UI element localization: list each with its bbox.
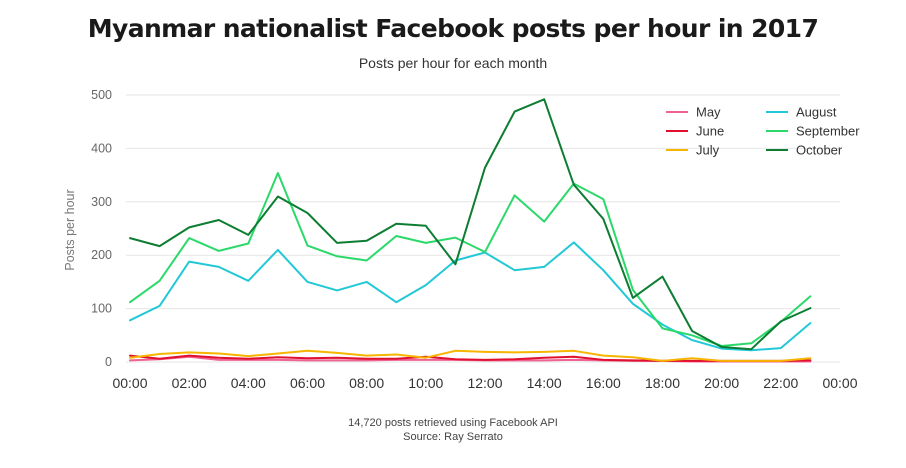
legend-label-july: July xyxy=(696,143,720,158)
x-tick-label-6: 12:00 xyxy=(467,375,502,391)
y-axis-label: Posts per hour xyxy=(63,189,77,270)
legend-label-june: June xyxy=(696,124,724,139)
y-tick-label-400: 400 xyxy=(91,141,112,155)
y-tick-label-0: 0 xyxy=(105,355,112,369)
series-lines xyxy=(129,98,812,363)
series-line-september xyxy=(129,172,812,347)
y-tick-label-300: 300 xyxy=(91,195,112,209)
x-tick-label-1: 02:00 xyxy=(172,375,207,391)
x-tick-label-5: 10:00 xyxy=(408,375,443,391)
legend-label-may: May xyxy=(696,105,721,120)
series-line-august xyxy=(129,241,812,352)
legend: May June July August September October xyxy=(666,105,860,158)
chart-footer: 14,720 posts retrieved using Facebook AP… xyxy=(0,416,906,444)
x-tick-label-0: 00:00 xyxy=(112,375,147,391)
x-tick-label-4: 08:00 xyxy=(349,375,384,391)
y-axis-ticks: 0 100 200 300 400 500 xyxy=(91,88,112,369)
x-tick-label-7: 14:00 xyxy=(527,375,562,391)
legend-label-october: October xyxy=(796,143,843,158)
series-line-july xyxy=(129,349,812,362)
x-axis-ticks: 00:00 02:00 04:00 06:00 08:00 10:00 12:00 14:00… xyxy=(112,375,857,391)
x-tick-label-11: 22:00 xyxy=(763,375,798,391)
footer-note: 14,720 posts retrieved using Facebook AP… xyxy=(348,417,558,429)
x-tick-label-2: 04:00 xyxy=(231,375,266,391)
y-tick-label-200: 200 xyxy=(91,248,112,262)
x-tick-label-3: 06:00 xyxy=(290,375,325,391)
x-tick-label-8: 16:00 xyxy=(586,375,621,391)
chart-subtitle: Posts per hour for each month xyxy=(358,55,548,71)
x-tick-label-10: 20:00 xyxy=(704,375,739,391)
x-tick-label-9: 18:00 xyxy=(645,375,680,391)
line-chart: 0 100 200 300 400 500 00:00 02:00 04:00 06:00 08:… xyxy=(63,88,860,391)
series-line-october xyxy=(129,98,812,351)
y-tick-label-500: 500 xyxy=(91,88,112,102)
gridlines xyxy=(126,94,840,363)
footer-source: Source: Ray Serrato xyxy=(403,431,503,443)
chart-title: Myanmar nationalist Facebook posts per h… xyxy=(87,14,819,43)
legend-label-august: August xyxy=(796,105,837,120)
series-line-june xyxy=(129,354,812,362)
legend-label-september: September xyxy=(796,124,860,139)
x-tick-label-12: 00:00 xyxy=(822,375,857,391)
y-tick-label-100: 100 xyxy=(91,302,112,316)
